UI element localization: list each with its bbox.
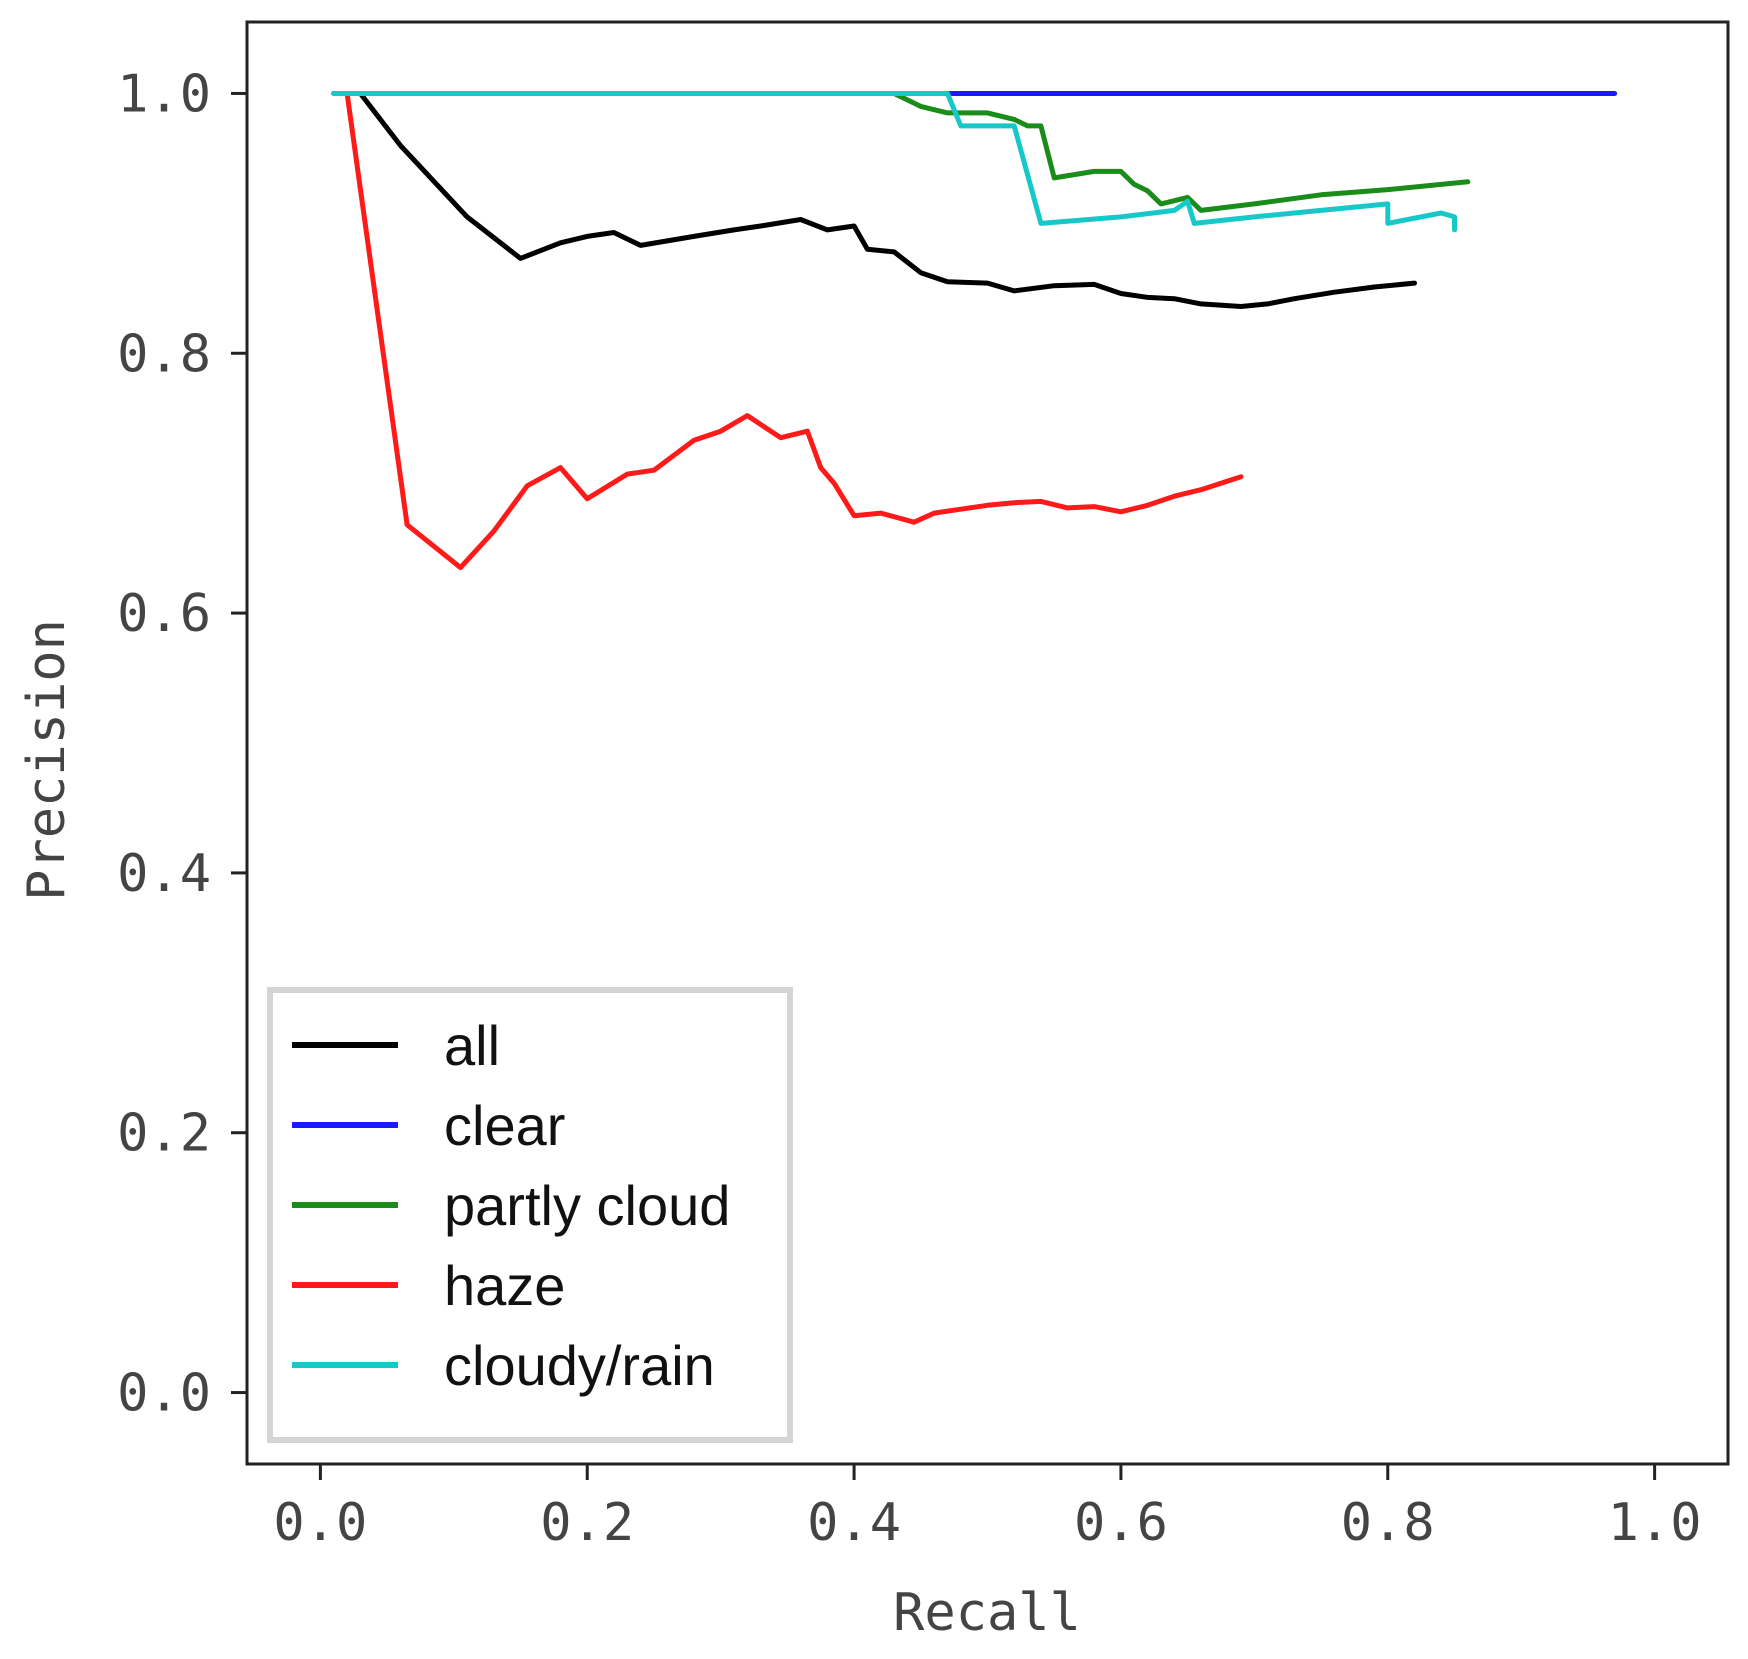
legend-label-partly-cloud: partly cloud	[444, 1174, 730, 1237]
y-axis-label: Precision	[17, 619, 77, 901]
y-tick-label: 0.4	[117, 844, 211, 904]
x-axis-label: Recall	[893, 1583, 1081, 1643]
x-tick-label: 0.6	[1074, 1493, 1168, 1553]
series-line-haze	[344, 91, 1244, 571]
legend-label-haze: haze	[444, 1254, 565, 1317]
legend: all clear partly cloud haze cloudy/rain	[267, 987, 793, 1443]
y-tick-label: 0.6	[117, 584, 211, 644]
x-tick-label: 0.4	[807, 1493, 901, 1553]
y-tick-label: 0.8	[117, 324, 211, 384]
x-tick-label: 0.0	[273, 1493, 367, 1553]
legend-label-all: all	[444, 1014, 500, 1077]
legend-label-clear: clear	[444, 1094, 565, 1157]
y-axis-ticks: 0.0 0.2 0.4 0.6 0.8 1.0	[117, 64, 247, 1424]
legend-label-cloudy-rain: cloudy/rain	[444, 1334, 715, 1397]
x-tick-label: 0.8	[1341, 1493, 1435, 1553]
x-tick-label: 0.2	[540, 1493, 634, 1553]
plot-area-frame	[245, 20, 1730, 1466]
x-tick-label: 1.0	[1608, 1493, 1702, 1553]
series-line-cloudy-rain	[331, 91, 1457, 233]
series-lines	[331, 91, 1618, 571]
y-tick-label: 0.0	[117, 1364, 211, 1424]
series-line-all	[357, 91, 1417, 309]
y-tick-label: 1.0	[117, 64, 211, 124]
y-tick-label: 0.2	[117, 1104, 211, 1164]
legend-items: all clear partly cloud haze cloudy/rain	[292, 1014, 730, 1397]
x-axis-ticks: 0.0 0.2 0.4 0.6 0.8 1.0	[273, 1464, 1702, 1553]
